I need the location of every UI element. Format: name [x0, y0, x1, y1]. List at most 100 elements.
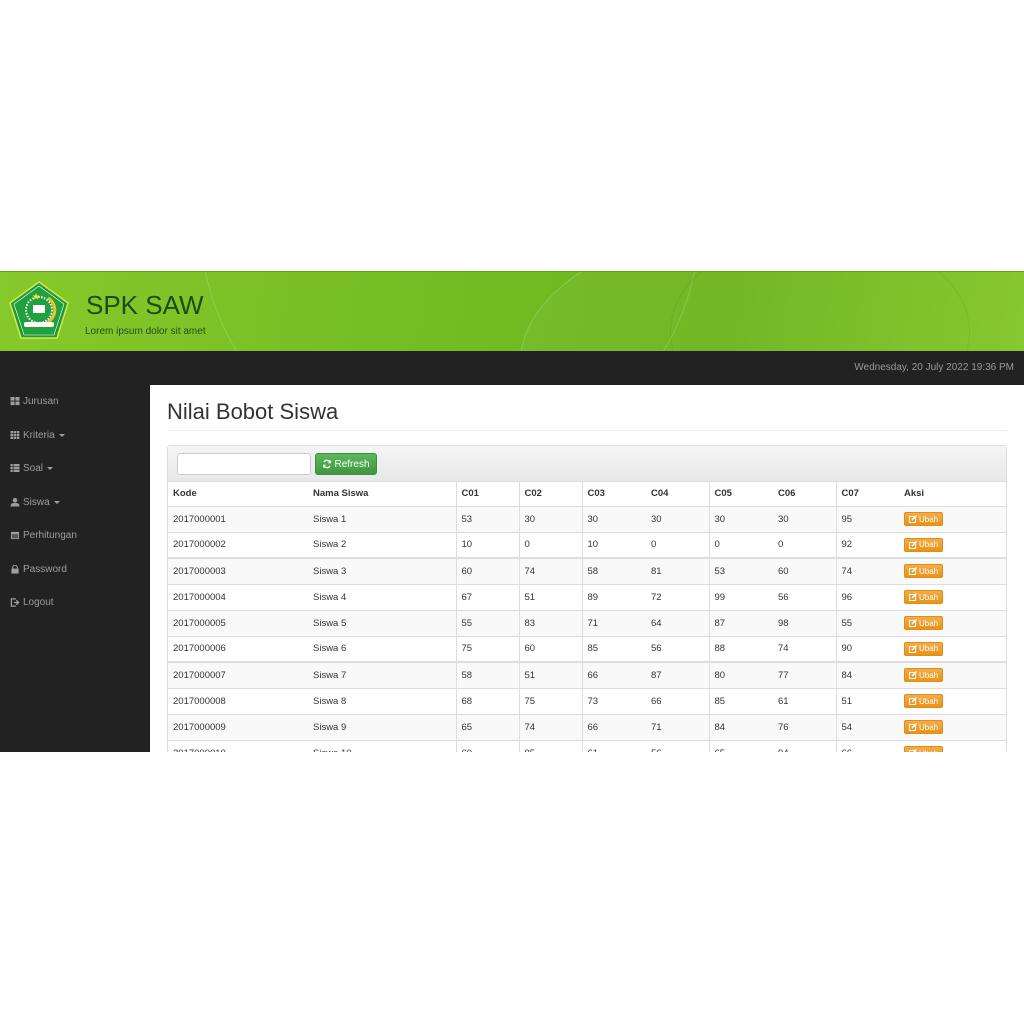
edit-icon: [909, 644, 917, 653]
sidebar-item-perhitungan[interactable]: Perhitungan: [0, 519, 150, 553]
calendar-icon: [10, 532, 20, 540]
divider: [167, 430, 1007, 431]
app-title: SPK SAW: [86, 290, 204, 320]
edit-button[interactable]: Ubah: [904, 668, 944, 683]
table-cell: 74: [518, 557, 582, 584]
column-header: C06: [778, 488, 796, 500]
lock-icon: [11, 564, 19, 574]
sidebar-item-password[interactable]: Password: [0, 553, 150, 587]
table-cell: Siswa 10: [308, 739, 456, 752]
action-cell: Ubah: [899, 557, 1006, 584]
table-cell: 2017000008: [168, 687, 308, 714]
table-cell: 2017000001: [168, 505, 308, 532]
edit-button[interactable]: Ubah: [904, 590, 944, 604]
table-row: 2017000007 Siswa 7 58 51 66 87 80 77 84 Ubah: [168, 661, 1006, 688]
edit-button[interactable]: Ubah: [904, 746, 944, 752]
table-cell: 30: [518, 505, 582, 532]
table-cell: 66: [646, 687, 709, 714]
sidebar-item-siswa[interactable]: Siswa: [0, 486, 150, 520]
column-header: C04: [651, 488, 669, 500]
table-cell: 55: [835, 609, 899, 636]
table-cell: 56: [773, 583, 836, 610]
edit-label: Ubah: [919, 749, 938, 752]
sidebar-item-logout[interactable]: Logout: [0, 586, 150, 620]
edit-label: Ubah: [919, 566, 939, 576]
refresh-button[interactable]: Refresh: [315, 453, 377, 475]
table-cell: 77: [773, 661, 836, 688]
table-cell: 76: [773, 713, 836, 740]
table-cell: 0: [773, 531, 836, 558]
table-cell: Siswa 8: [308, 687, 456, 714]
edit-button[interactable]: Ubah: [904, 564, 944, 579]
search-input[interactable]: [177, 453, 311, 475]
edit-label: Ubah: [919, 514, 939, 524]
sidebar-item-label: Jurusan: [23, 396, 59, 408]
action-cell: Ubah: [899, 739, 1006, 752]
edit-button[interactable]: Ubah: [904, 616, 944, 630]
table-cell: 71: [646, 713, 709, 740]
table-cell: 0: [646, 531, 709, 558]
edit-button[interactable]: Ubah: [904, 720, 944, 734]
table-cell: 74: [773, 635, 836, 662]
table-cell: 66: [581, 713, 646, 740]
table-cell: Siswa 4: [308, 583, 456, 610]
column-header: C07: [835, 482, 899, 506]
sidebar-item-label: Soal: [23, 463, 44, 475]
table-cell: 58: [581, 557, 646, 584]
table-cell: 60: [773, 557, 836, 584]
table-cell: 2017000007: [168, 661, 308, 688]
edit-label: Ubah: [919, 722, 939, 732]
table-cell: 95: [518, 739, 582, 752]
sidebar: Jurusan Kriteria Soal Siswa Perhitungan Passw…: [0, 385, 150, 752]
table-cell: 58: [455, 661, 519, 688]
sidebar-item-soal[interactable]: Soal: [0, 452, 150, 486]
user-icon: [10, 497, 20, 507]
table-cell: 75: [455, 635, 519, 662]
edit-button[interactable]: Ubah: [904, 512, 944, 526]
edit-button[interactable]: Ubah: [904, 537, 944, 552]
table-cell: Siswa 9: [308, 713, 456, 740]
edit-label: Ubah: [919, 540, 939, 550]
edit-icon: [909, 723, 917, 731]
column-header: Aksi: [904, 488, 925, 500]
sidebar-item-label: Perhitungan: [23, 530, 77, 542]
table-cell: 65: [455, 713, 519, 740]
table-cell: 2017000004: [168, 583, 308, 610]
table-cell: 85: [581, 635, 646, 662]
edit-icon: [909, 671, 917, 680]
table-cell: 54: [835, 713, 899, 740]
edit-button[interactable]: Ubah: [904, 694, 944, 708]
table-cell: Siswa 2: [308, 531, 456, 558]
table-cell: 0: [708, 531, 773, 558]
table-cell: 2017000006: [168, 635, 308, 662]
column-header: Kode: [173, 488, 197, 500]
edit-label: Ubah: [919, 670, 939, 680]
table-cell: 10: [581, 531, 646, 558]
edit-label: Ubah: [919, 696, 939, 706]
table-cell: 30: [773, 505, 836, 532]
panel-toolbar: Refresh: [168, 446, 1006, 482]
action-cell: Ubah: [899, 505, 1006, 532]
caret-down-icon: [47, 467, 54, 471]
table-cell: 90: [835, 635, 899, 662]
table-cell: 74: [835, 557, 899, 584]
table-cell: 96: [835, 583, 899, 610]
table-cell: Siswa 1: [308, 505, 456, 532]
action-cell: Ubah: [899, 583, 1006, 610]
table-cell: 99: [708, 583, 773, 610]
table-cell: Siswa 6: [308, 635, 456, 662]
action-cell: Ubah: [899, 713, 1006, 740]
table-row: 2017000001 Siswa 1 53 30 30 30 30 30 95 Ubah: [168, 505, 1006, 532]
log-out-icon: [10, 598, 20, 607]
sidebar-item-kriteria[interactable]: Kriteria: [0, 419, 150, 453]
table-cell: 95: [835, 505, 899, 532]
table-cell: 81: [646, 557, 709, 584]
table-cell: 30: [646, 505, 709, 532]
sidebar-item-label: Logout: [23, 597, 54, 609]
table-cell: 60: [455, 739, 519, 752]
sidebar-item-jurusan[interactable]: Jurusan: [0, 385, 150, 419]
edit-button[interactable]: Ubah: [904, 641, 944, 656]
action-cell: Ubah: [899, 609, 1006, 636]
table-cell: 68: [455, 687, 519, 714]
table-cell: 64: [646, 609, 709, 636]
